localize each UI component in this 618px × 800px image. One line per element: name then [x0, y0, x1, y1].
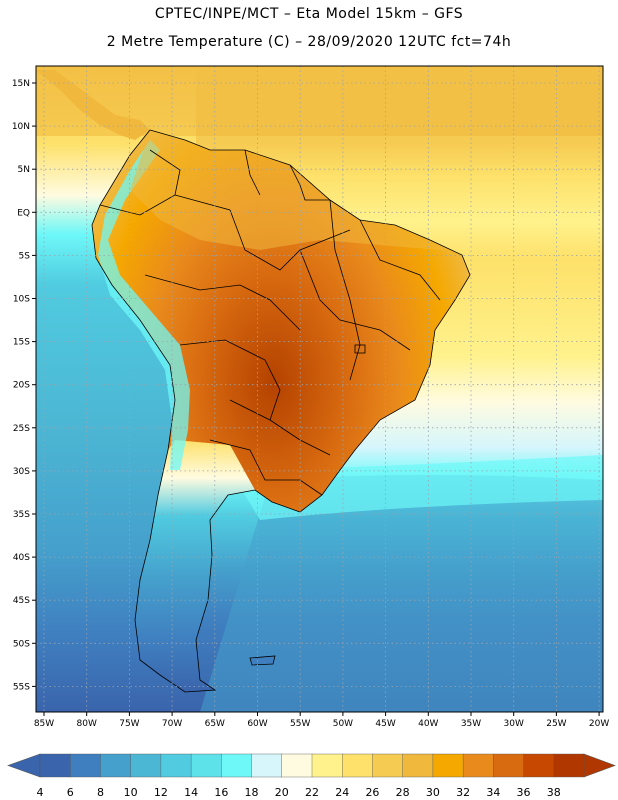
colorbar-label: 26	[365, 786, 379, 799]
colorbar-label: 14	[184, 786, 198, 799]
lake-outline	[354, 344, 366, 354]
colorbar-swatch	[311, 753, 343, 778]
lat-label: 40S	[13, 553, 30, 563]
lat-label: EQ	[17, 208, 30, 218]
map-field	[36, 66, 603, 712]
lat-label: 15S	[13, 338, 30, 348]
lon-label: 75W	[119, 719, 139, 729]
colorbar-label: 12	[154, 786, 168, 799]
lon-label: 85W	[34, 719, 54, 729]
lat-lon-grid	[36, 66, 603, 712]
colorbar-label: 16	[214, 786, 228, 799]
lat-label: 55S	[13, 682, 30, 692]
colorbar-label: 22	[305, 786, 319, 799]
lat-label: 15N	[12, 79, 30, 89]
lat-label: 35S	[13, 510, 30, 520]
lon-label: 80W	[77, 719, 97, 729]
lat-label: 50S	[13, 639, 30, 649]
colorbar-swatch	[372, 753, 404, 778]
colorbar-label: 8	[97, 786, 104, 799]
colorbar-label: 38	[547, 786, 561, 799]
lat-label: 5N	[18, 165, 30, 175]
lon-label: 70W	[162, 719, 182, 729]
south-atlantic-band	[200, 475, 603, 712]
colorbar-swatch	[432, 753, 464, 778]
colorbar-label: 6	[67, 786, 74, 799]
colorbar-swatch	[100, 753, 132, 778]
lat-label: 25S	[13, 424, 30, 434]
lat-label: 5S	[19, 251, 31, 261]
lon-label: 45W	[375, 719, 395, 729]
map-frame	[35, 65, 604, 713]
map-subtitle: 2 Metre Temperature (C) – 28/09/2020 12U…	[106, 34, 512, 50]
colorbar-swatch	[190, 753, 222, 778]
lat-label: 20S	[13, 381, 30, 391]
lon-label: 35W	[461, 719, 481, 729]
colorbar-label: 10	[124, 786, 138, 799]
colorbar-swatch	[493, 753, 525, 778]
colorbar-swatch	[462, 753, 494, 778]
lat-label: 45S	[13, 596, 30, 606]
colorbar-swatch	[160, 753, 192, 778]
colorbar-swatch	[523, 753, 555, 778]
colorbar-label: 20	[275, 786, 289, 799]
colorbar-label: 24	[335, 786, 349, 799]
colorbar-swatch	[130, 753, 162, 778]
colorbar-label: 34	[486, 786, 500, 799]
lon-label: 55W	[290, 719, 310, 729]
map-title: CPTEC/INPE/MCT – Eta Model 15km – GFS	[154, 6, 464, 22]
colorbar-swatch	[402, 753, 434, 778]
lon-label: 30W	[504, 719, 524, 729]
lon-label: 40W	[418, 719, 438, 729]
colorbar-label: 32	[456, 786, 470, 799]
country-borders	[91, 129, 471, 693]
colorbar-swatch	[221, 753, 253, 778]
colorbar-label: 30	[426, 786, 440, 799]
colorbar-swatch	[342, 753, 373, 778]
lon-label: 20W	[589, 719, 609, 729]
colorbar-label: 36	[517, 786, 531, 799]
colorbar-label: 28	[396, 786, 410, 799]
colorbar-high-arrow	[583, 753, 616, 778]
colorbar-swatch	[39, 753, 71, 778]
falklands-land	[249, 655, 276, 666]
central-america-land	[36, 70, 150, 140]
lon-label: 50W	[333, 719, 353, 729]
lon-label: 65W	[205, 719, 225, 729]
lon-label: 60W	[247, 719, 267, 729]
colorbar-low-arrow	[7, 753, 41, 778]
southern-cone-land	[135, 440, 255, 692]
andes-cold-stripe	[98, 140, 190, 470]
colorbar: 4 6 8 10 12 14 16 18 20 22 24 26 28 30 32 34 36 38	[7, 753, 616, 799]
lon-label: 25W	[546, 719, 566, 729]
colorbar-swatch	[553, 753, 585, 778]
colorbar-swatch	[70, 753, 101, 778]
colorbar-swatch	[281, 753, 313, 778]
axis-ticks: 15N 10N 5N EQ 5S 10S 15S 20S 25S 30S 35S 40S 45S 50S 5…	[12, 79, 610, 729]
colorbar-swatch	[251, 753, 283, 778]
colorbar-label: 18	[245, 786, 259, 799]
lat-label: 30S	[13, 467, 30, 477]
lat-label: 10S	[13, 295, 30, 305]
colorbar-label: 4	[37, 786, 44, 799]
northern-land-warm	[130, 130, 462, 255]
lat-label: 10N	[12, 122, 30, 132]
